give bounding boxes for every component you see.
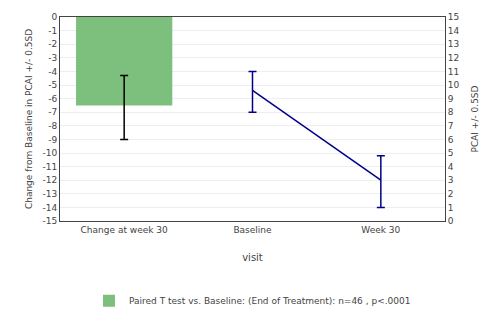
svg-text:11: 11	[448, 67, 459, 77]
svg-text:14: 14	[448, 26, 460, 36]
svg-text:visit: visit	[242, 252, 263, 263]
svg-text:-8: -8	[48, 121, 57, 131]
svg-text:-2: -2	[48, 39, 57, 49]
svg-text:15: 15	[448, 12, 459, 22]
svg-text:1: 1	[448, 203, 454, 213]
svg-text:-15: -15	[42, 216, 57, 226]
svg-text:13: 13	[448, 39, 459, 49]
svg-text:-1: -1	[48, 26, 57, 36]
svg-text:12: 12	[448, 53, 459, 63]
svg-text:-5: -5	[48, 80, 57, 90]
svg-text:8: 8	[448, 107, 454, 117]
svg-text:Baseline: Baseline	[233, 225, 272, 235]
svg-text:-12: -12	[42, 175, 57, 185]
svg-text:Change from Baseline in PCAI +: Change from Baseline in PCAI +/- 0.5SD	[24, 29, 34, 209]
svg-text:3: 3	[448, 175, 454, 185]
svg-text:Week 30: Week 30	[361, 225, 400, 235]
svg-text:Paired T test vs. Baseline: (E: Paired T test vs. Baseline: (End of Trea…	[129, 296, 410, 306]
svg-text:6: 6	[448, 135, 454, 145]
svg-text:-4: -4	[48, 67, 57, 77]
svg-text:-14: -14	[42, 203, 57, 213]
svg-text:-11: -11	[42, 162, 57, 172]
svg-text:10: 10	[448, 80, 460, 90]
svg-text:-13: -13	[42, 189, 57, 199]
svg-text:9: 9	[448, 94, 454, 104]
svg-text:7: 7	[448, 121, 454, 131]
svg-text:PCAI +/- 0.5SD: PCAI +/- 0.5SD	[470, 85, 480, 152]
svg-text:-3: -3	[48, 53, 57, 63]
svg-text:2: 2	[448, 189, 454, 199]
svg-text:4: 4	[448, 162, 454, 172]
svg-text:5: 5	[448, 148, 454, 158]
svg-text:Change at week 30: Change at week 30	[81, 225, 168, 235]
svg-text:0: 0	[448, 216, 454, 226]
svg-text:0: 0	[51, 12, 57, 22]
svg-text:-10: -10	[42, 148, 57, 158]
svg-text:-9: -9	[48, 135, 57, 145]
svg-text:-6: -6	[48, 94, 57, 104]
svg-text:-7: -7	[48, 107, 57, 117]
